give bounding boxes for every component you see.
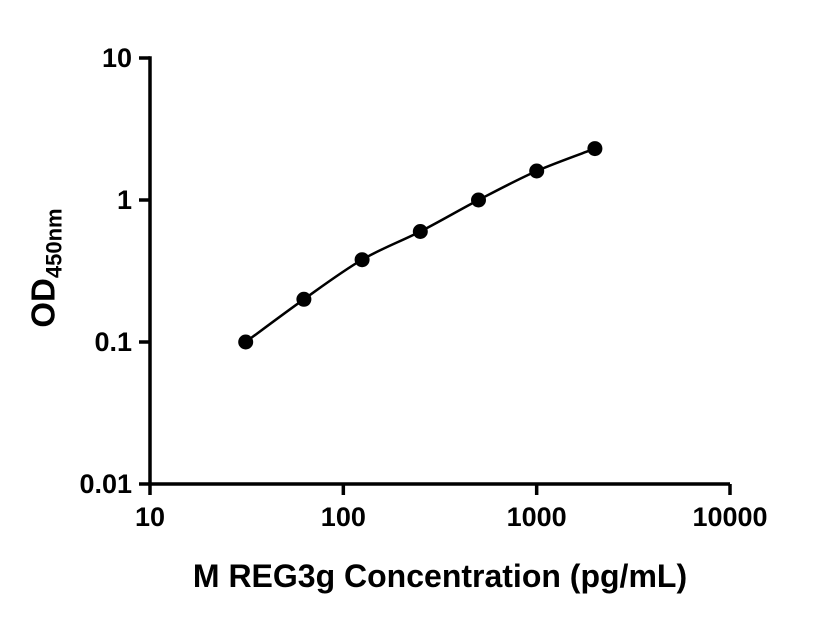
x-axis-label: M REG3g Concentration (pg/mL) (192, 558, 688, 594)
data-point (471, 192, 486, 208)
x-tick-label: 100 (321, 502, 366, 532)
data-point (354, 252, 370, 268)
y-axis-label-sub: 450nm (41, 208, 67, 279)
data-point (238, 334, 254, 350)
x-tick-label: 10000 (692, 502, 767, 532)
x-tick-label: 10 (135, 502, 165, 532)
y-tick-label: 0.01 (79, 469, 132, 499)
y-tick-label: 1 (117, 185, 132, 215)
data-point (296, 291, 312, 307)
data-point (587, 141, 603, 157)
data-point (529, 163, 545, 179)
standard-curve-line (244, 147, 596, 344)
axes-frame (148, 56, 730, 486)
y-axis-label-main: OD (24, 278, 62, 328)
y-axis-label: OD450nm (25, 208, 68, 327)
y-tick-label: 10 (102, 43, 132, 73)
data-point (412, 224, 428, 239)
x-tick-label: 1000 (507, 502, 567, 532)
y-tick-label: 0.1 (94, 327, 132, 357)
